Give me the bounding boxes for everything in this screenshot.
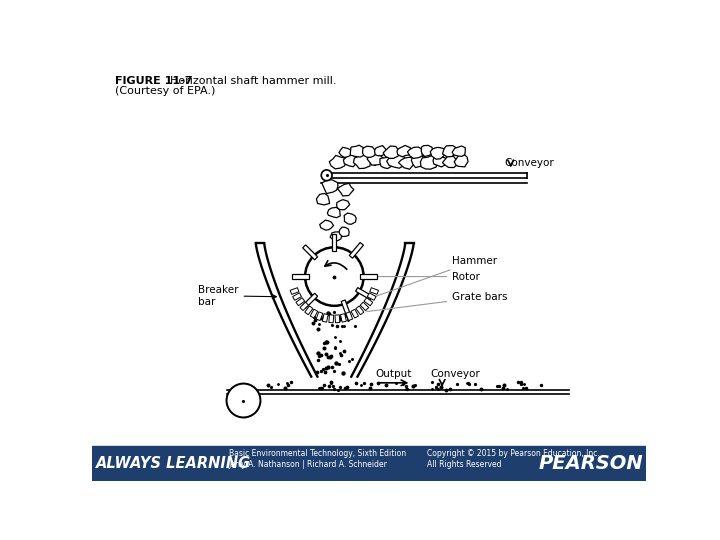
Text: Conveyor: Conveyor: [431, 369, 480, 379]
Polygon shape: [411, 155, 426, 167]
Polygon shape: [351, 309, 359, 318]
Bar: [92, 446, 647, 481]
Polygon shape: [341, 314, 346, 322]
Polygon shape: [300, 302, 308, 310]
Text: ALWAYS LEARNING: ALWAYS LEARNING: [96, 456, 251, 471]
Polygon shape: [328, 207, 341, 218]
Polygon shape: [310, 309, 318, 318]
Text: Hammer: Hammer: [374, 256, 498, 297]
Polygon shape: [329, 156, 346, 169]
Polygon shape: [354, 155, 371, 168]
Polygon shape: [320, 220, 333, 230]
Polygon shape: [338, 183, 354, 196]
Polygon shape: [383, 146, 402, 158]
Polygon shape: [370, 288, 379, 294]
Polygon shape: [350, 145, 366, 157]
Polygon shape: [420, 156, 437, 169]
Polygon shape: [360, 274, 377, 279]
Polygon shape: [387, 154, 405, 168]
Polygon shape: [292, 293, 302, 300]
Circle shape: [305, 247, 364, 306]
Text: All Rights Reserved: All Rights Reserved: [427, 460, 501, 469]
Polygon shape: [454, 155, 468, 167]
Polygon shape: [433, 156, 447, 167]
Text: PEARSON: PEARSON: [539, 454, 643, 473]
Circle shape: [227, 383, 261, 417]
Polygon shape: [442, 156, 459, 167]
Text: Grate bars: Grate bars: [366, 292, 508, 312]
Polygon shape: [302, 293, 318, 308]
Polygon shape: [346, 312, 353, 321]
Text: (Courtesy of EPA.): (Courtesy of EPA.): [115, 85, 215, 96]
Polygon shape: [364, 298, 373, 306]
Text: Copyright © 2015 by Pearson Education, Inc.: Copyright © 2015 by Pearson Education, I…: [427, 449, 600, 457]
Circle shape: [321, 170, 332, 181]
Polygon shape: [296, 298, 305, 306]
Polygon shape: [356, 288, 372, 300]
Polygon shape: [421, 145, 433, 157]
Polygon shape: [339, 147, 351, 157]
Text: Horizontal shaft hammer mill.: Horizontal shaft hammer mill.: [163, 76, 336, 86]
Text: Output: Output: [375, 369, 412, 379]
Polygon shape: [335, 315, 340, 323]
Text: Input: Input: [414, 157, 441, 167]
Polygon shape: [431, 147, 445, 159]
Polygon shape: [443, 146, 456, 157]
Text: Jerry A. Nathanson | Richard A. Schneider: Jerry A. Nathanson | Richard A. Schneide…: [229, 460, 388, 469]
Polygon shape: [316, 193, 330, 205]
Polygon shape: [349, 242, 364, 258]
Polygon shape: [330, 232, 341, 241]
Polygon shape: [374, 146, 387, 156]
Polygon shape: [408, 147, 422, 158]
Polygon shape: [380, 157, 392, 168]
Polygon shape: [329, 315, 334, 323]
Polygon shape: [337, 200, 350, 210]
Text: Breaker
bar: Breaker bar: [198, 285, 276, 307]
Polygon shape: [363, 146, 377, 158]
Polygon shape: [343, 154, 359, 167]
Polygon shape: [344, 213, 356, 224]
Polygon shape: [452, 146, 465, 157]
Text: FIGURE 11-7: FIGURE 11-7: [115, 76, 192, 86]
Polygon shape: [360, 302, 369, 310]
Polygon shape: [339, 227, 349, 237]
Polygon shape: [302, 245, 318, 260]
Text: Conveyor: Conveyor: [505, 158, 554, 167]
Polygon shape: [397, 145, 411, 157]
Polygon shape: [290, 288, 299, 294]
Polygon shape: [332, 234, 336, 251]
Polygon shape: [316, 312, 323, 321]
Polygon shape: [305, 306, 313, 315]
Polygon shape: [367, 293, 376, 300]
Polygon shape: [292, 274, 309, 279]
Polygon shape: [367, 152, 384, 165]
Text: Rotor: Rotor: [366, 272, 480, 281]
Polygon shape: [322, 179, 338, 193]
Polygon shape: [323, 314, 328, 322]
Polygon shape: [341, 300, 351, 318]
Text: Basic Environmental Technology, Sixth Edition: Basic Environmental Technology, Sixth Ed…: [229, 449, 406, 457]
Polygon shape: [398, 157, 415, 169]
Polygon shape: [356, 306, 364, 315]
